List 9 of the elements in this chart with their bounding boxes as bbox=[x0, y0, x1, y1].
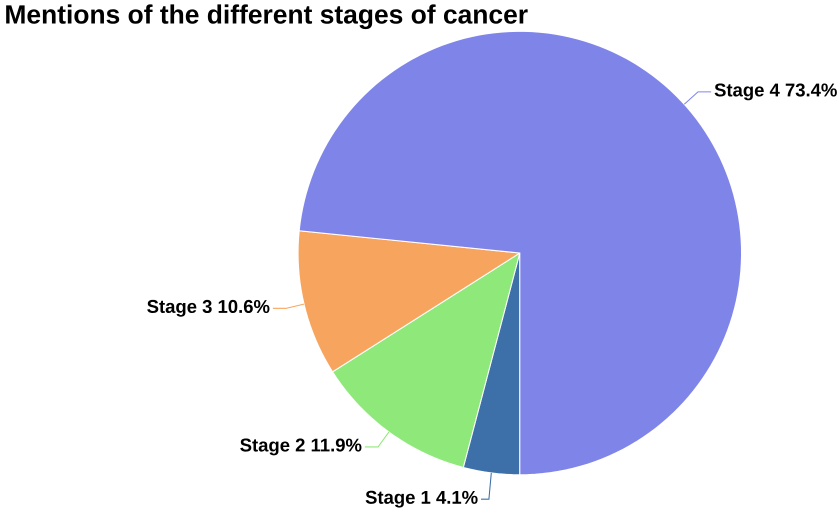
slice-label: Stage 1 bbox=[366, 490, 430, 508]
slice-label: Stage 3 bbox=[147, 300, 212, 317]
data-label: 10.6% bbox=[218, 300, 270, 313]
data-label: 4.1% bbox=[436, 490, 478, 504]
slice-label: Stage 4 bbox=[714, 83, 780, 100]
data-label: 11.9% bbox=[312, 438, 362, 452]
data-label: 73.4% bbox=[786, 83, 837, 96]
slice-label: Stage 2 bbox=[240, 438, 305, 456]
chart-title: Mentions of the different stages of cancer bbox=[6, 4, 528, 29]
